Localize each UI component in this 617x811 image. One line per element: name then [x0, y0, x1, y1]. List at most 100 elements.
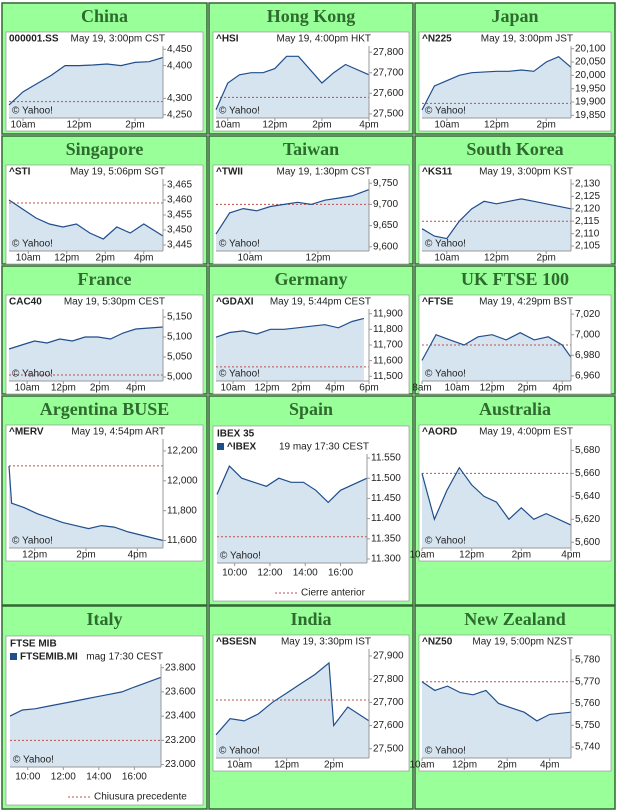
x-tick-label: 10am — [227, 760, 252, 771]
region-title: Germany — [275, 269, 348, 289]
y-tick-label: 5,600 — [575, 537, 600, 548]
region-title: New Zealand — [464, 609, 566, 629]
y-tick-label: 23.200 — [165, 735, 196, 746]
date: May 19, 3:00pm JST — [481, 34, 573, 45]
y-tick-label: 20,050 — [575, 57, 606, 68]
x-tick-label: 2pm — [536, 253, 555, 264]
y-tick-label: 2,120 — [575, 203, 600, 214]
price-line — [8, 199, 164, 240]
date: mag 17:30 CEST — [86, 652, 163, 663]
region-title: Taiwan — [283, 139, 339, 159]
y-tick-label: 7,020 — [575, 309, 600, 320]
price-line — [421, 681, 572, 722]
date: 19 may 17:30 CEST — [279, 442, 369, 453]
y-tick-label: 23.000 — [165, 759, 196, 770]
series-swatch — [217, 443, 224, 450]
x-tick-label: 10am — [220, 383, 245, 394]
y-tick-label: 27,600 — [373, 88, 404, 99]
region-title: France — [78, 269, 132, 289]
x-tick-label: 10am — [10, 120, 35, 131]
region-title: Japan — [491, 6, 538, 26]
region-title: Australia — [479, 399, 551, 419]
date: May 19, 4:00pm EST — [479, 427, 573, 438]
x-tick-label: 10am — [434, 120, 459, 131]
y-tick-label: 20,000 — [575, 70, 606, 81]
x-tick-label: 12pm — [66, 120, 91, 131]
y-tick-label: 4,400 — [167, 60, 192, 71]
y-tick-label: 5,150 — [167, 312, 192, 323]
price-line — [421, 466, 572, 526]
y-tick-label: 2,105 — [575, 241, 600, 252]
y-tick-label: 23.800 — [165, 662, 196, 673]
y-tick-label: 5,660 — [575, 468, 600, 479]
region-title: Argentina BUSE — [40, 399, 170, 419]
x-tick-label: 10:00 — [222, 568, 247, 579]
x-tick-label: 16:00 — [328, 568, 353, 579]
y-tick-label: 5,100 — [167, 332, 192, 343]
date: May 19, 4:29pm BST — [479, 297, 573, 308]
watermark: © Yahoo! — [219, 239, 260, 250]
x-tick-label: 2pm — [517, 383, 536, 394]
area — [422, 467, 571, 548]
watermark: © Yahoo! — [12, 369, 53, 380]
price-line — [421, 198, 572, 240]
region-title: Singapore — [66, 139, 144, 159]
x-tick-label: 2pm — [76, 550, 95, 561]
x-tick-label: 4pm — [561, 550, 580, 561]
watermark: © Yahoo! — [425, 369, 466, 380]
y-tick-label: 11.400 — [371, 513, 401, 524]
y-tick-label: 5,640 — [575, 491, 600, 502]
x-tick-label: 12pm — [22, 550, 47, 561]
series-name: FTSEMIB.MI — [20, 652, 78, 663]
x-tick-label: 2pm — [512, 550, 531, 561]
y-tick-label: 19,950 — [575, 83, 606, 94]
price-line — [8, 465, 164, 542]
area — [216, 189, 369, 251]
y-tick-label: 5,680 — [575, 445, 600, 456]
y-tick-label: 4,450 — [167, 44, 192, 55]
area — [9, 57, 163, 118]
region-title: Spain — [289, 399, 333, 419]
symbol: ^TWII — [216, 167, 243, 178]
watermark: © Yahoo! — [425, 746, 466, 757]
symbol: ^STI — [9, 167, 31, 178]
y-tick-label: 5,760 — [575, 698, 600, 709]
x-tick-label: 12pm — [274, 760, 299, 771]
x-tick-label: 2pm — [90, 383, 109, 394]
y-tick-label: 11,500 — [373, 371, 403, 382]
chart-title: IBEX 35 — [217, 429, 255, 440]
y-tick-label: 7,000 — [575, 329, 600, 340]
x-tick-label: 12pm — [459, 550, 484, 561]
symbol: ^AORD — [422, 427, 457, 438]
x-tick-label: 8am — [412, 383, 431, 394]
area — [216, 318, 364, 381]
y-tick-label: 27,700 — [373, 697, 404, 708]
y-tick-label: 11.500 — [371, 473, 401, 484]
symbol: 000001.SS — [9, 34, 59, 45]
watermark: © Yahoo! — [219, 369, 260, 380]
price-line — [215, 189, 370, 235]
date: May 19, 5:06pm SGT — [70, 167, 165, 178]
price-line — [8, 326, 164, 350]
x-tick-label: 12pm — [51, 383, 76, 394]
region-title: Hong Kong — [267, 6, 356, 26]
x-tick-label: 12:00 — [51, 772, 76, 783]
watermark: © Yahoo! — [12, 106, 53, 117]
y-tick-label: 5,740 — [575, 742, 600, 753]
x-tick-label: 2pm — [291, 383, 310, 394]
x-tick-label: 6pm — [359, 383, 378, 394]
y-tick-label: 2,130 — [575, 179, 600, 190]
region-title: India — [290, 609, 331, 629]
watermark: © Yahoo! — [219, 106, 260, 117]
region-title: Italy — [87, 609, 123, 629]
x-tick-label: 12pm — [452, 760, 477, 771]
y-tick-label: 27,800 — [373, 47, 404, 58]
x-tick-label: 12pm — [484, 120, 509, 131]
y-tick-label: 3,445 — [167, 240, 192, 251]
y-tick-label: 5,000 — [167, 372, 192, 383]
y-tick-label: 3,450 — [167, 225, 192, 236]
y-tick-label: 5,770 — [575, 676, 600, 687]
date: May 19, 3:00pm KST — [479, 167, 573, 178]
y-tick-label: 19,900 — [575, 97, 606, 108]
